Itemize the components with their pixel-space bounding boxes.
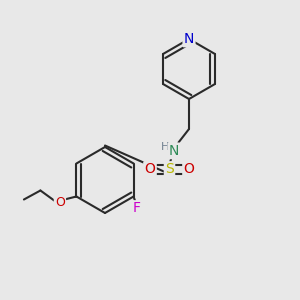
Text: F: F	[133, 202, 141, 215]
Text: H: H	[161, 142, 169, 152]
Text: S: S	[165, 163, 174, 176]
Text: O: O	[145, 163, 155, 176]
Text: N: N	[184, 32, 194, 46]
Text: O: O	[55, 196, 65, 209]
Text: N: N	[169, 144, 179, 158]
Text: O: O	[184, 163, 194, 176]
